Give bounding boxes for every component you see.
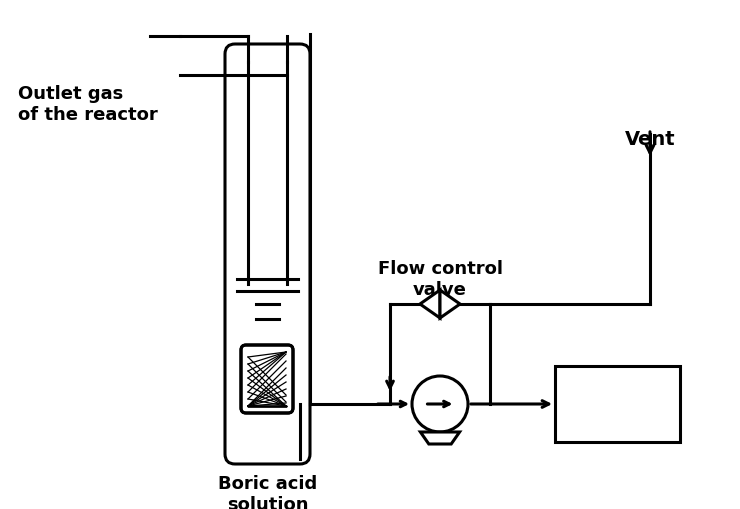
Text: Gas flow
meter: Gas flow meter	[574, 385, 661, 423]
Text: Outlet gas
of the reactor: Outlet gas of the reactor	[18, 85, 158, 124]
Polygon shape	[420, 432, 460, 444]
Text: Vent: Vent	[625, 130, 676, 149]
FancyBboxPatch shape	[225, 45, 310, 464]
Circle shape	[412, 376, 468, 432]
Polygon shape	[440, 291, 460, 318]
Text: Boric acid
solution: Boric acid solution	[218, 474, 317, 509]
FancyBboxPatch shape	[241, 345, 293, 413]
Polygon shape	[420, 291, 440, 318]
Bar	[555, 366, 680, 442]
Text: Flow control
valve: Flow control valve	[377, 260, 502, 298]
